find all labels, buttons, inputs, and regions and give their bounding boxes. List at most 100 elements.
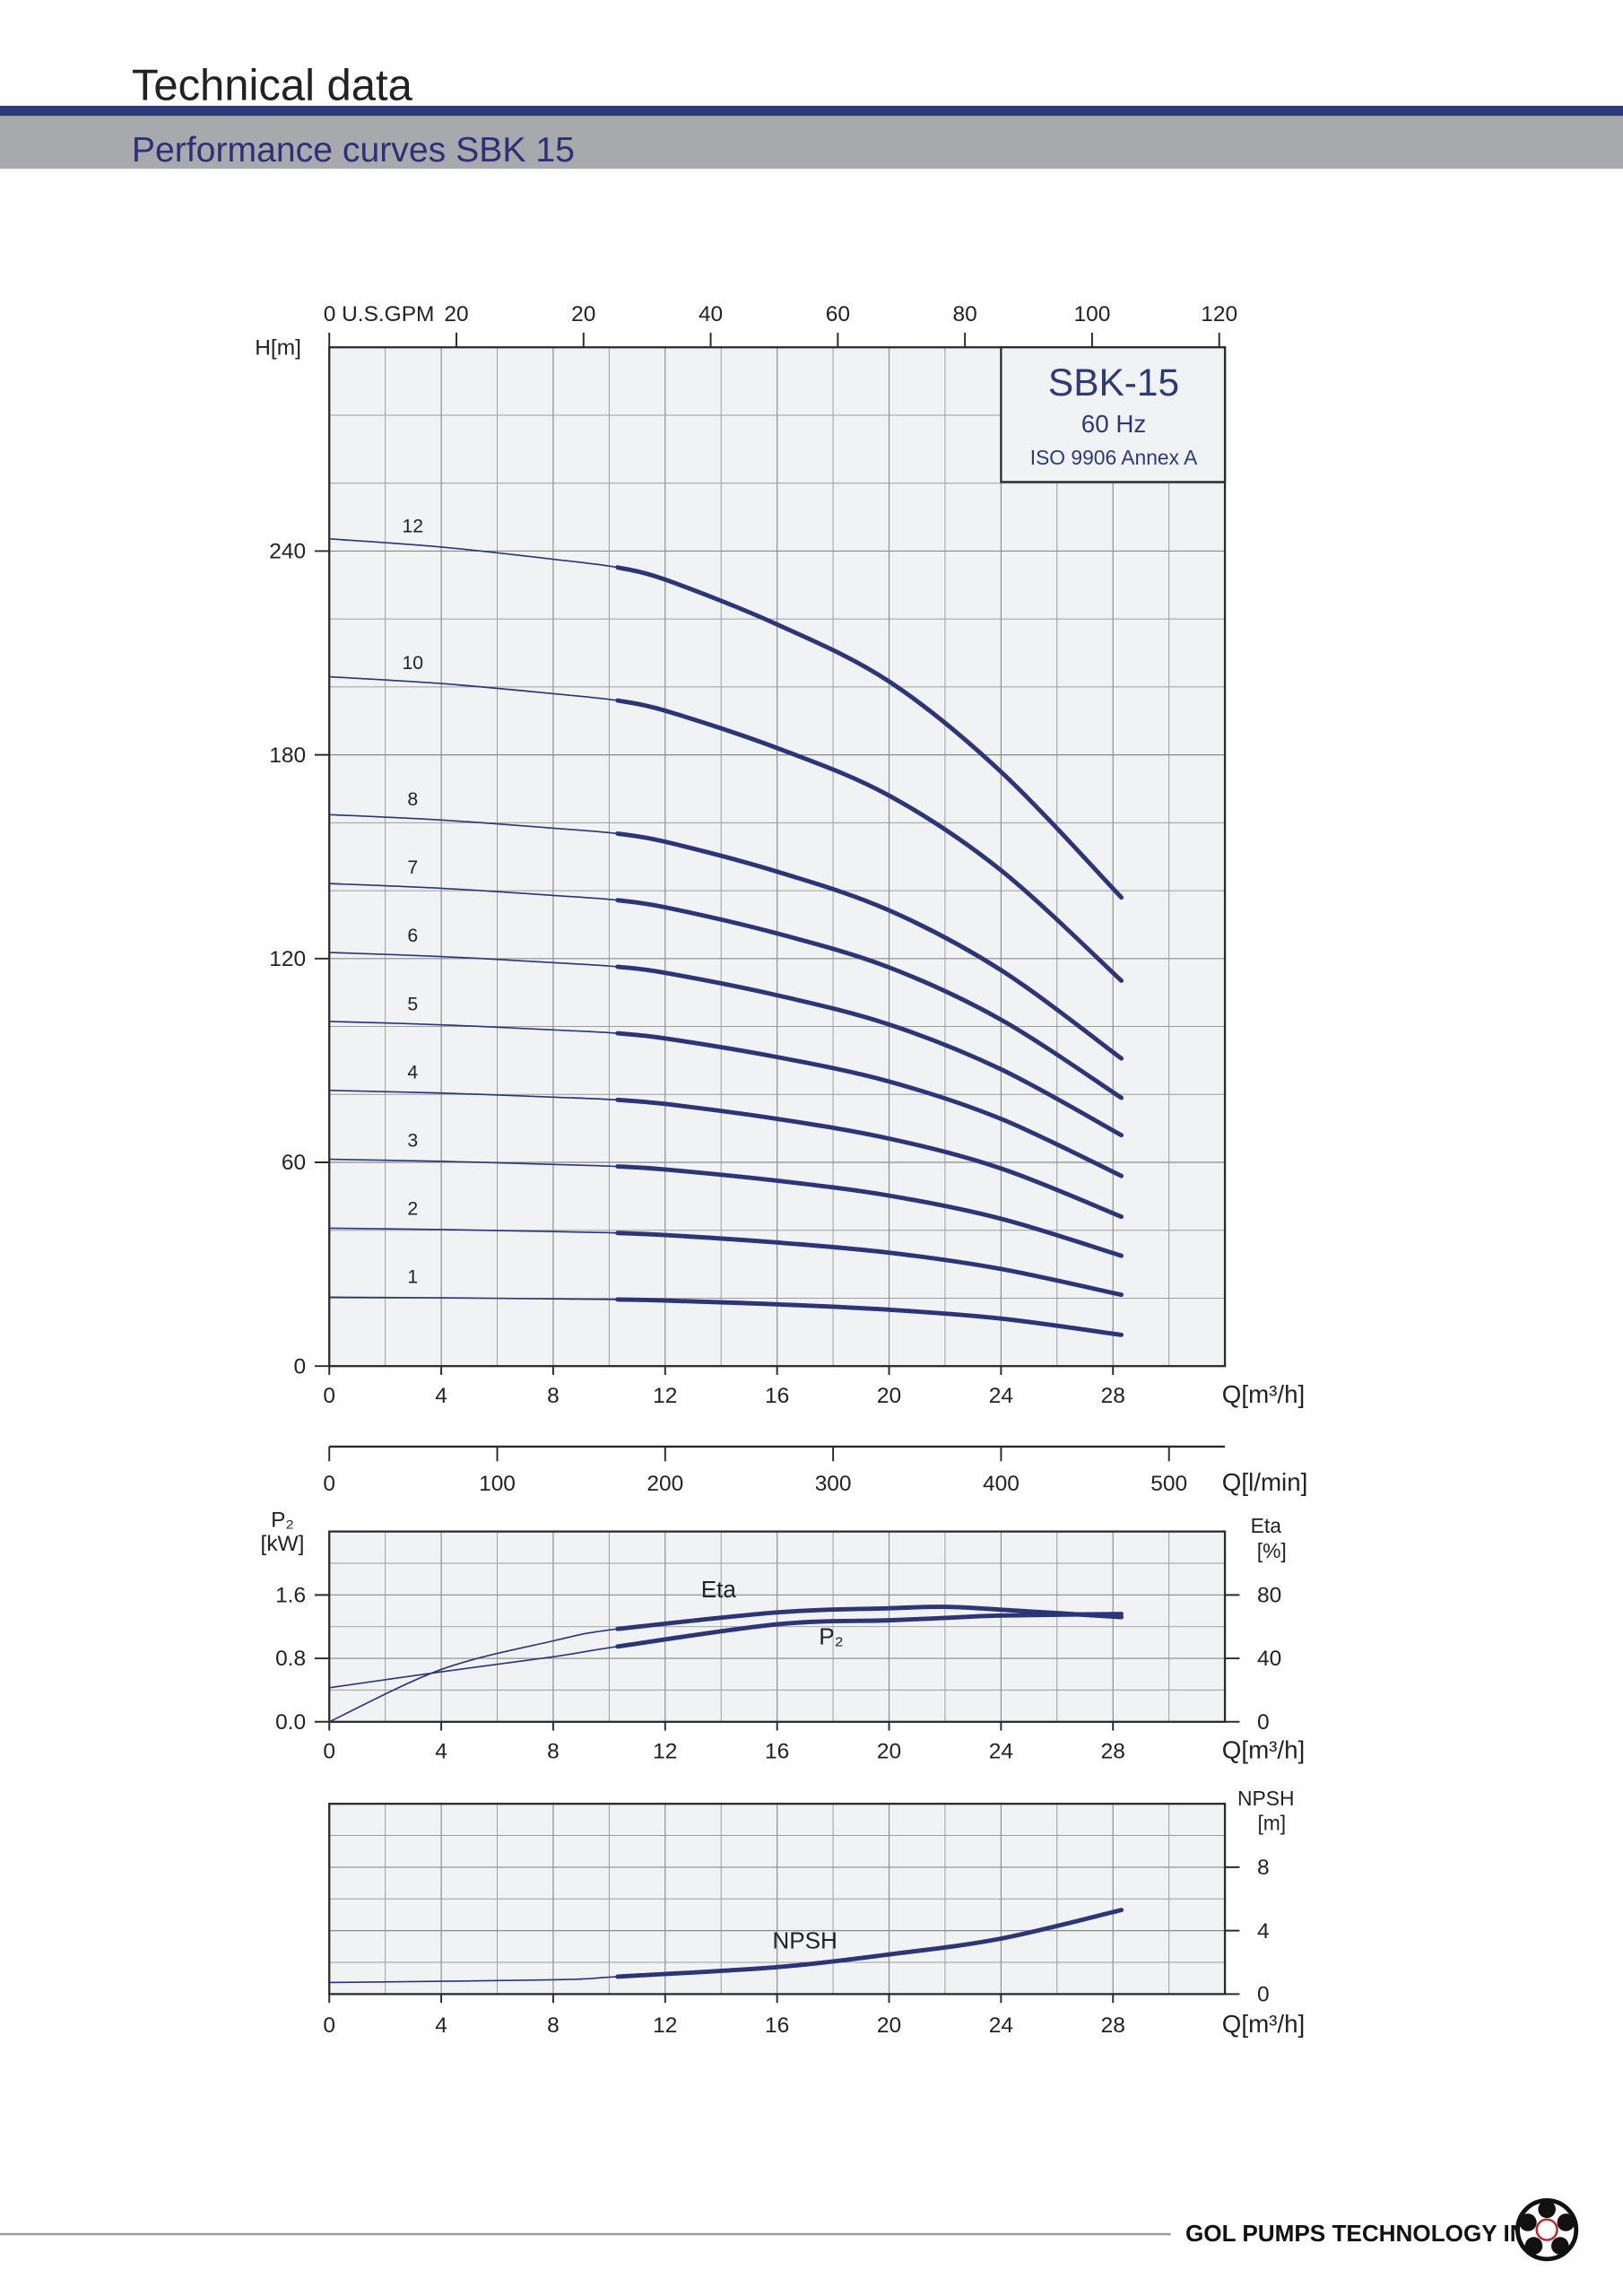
curve-label: 5 — [407, 994, 418, 1014]
x-tick-label: 0 — [323, 2013, 335, 2038]
x2-tick-label: 80 — [953, 302, 977, 326]
model-annotation: ISO 9906 Annex A — [1030, 446, 1198, 469]
curve-operating — [615, 831, 1124, 1061]
x3-tick-label: 400 — [983, 1472, 1020, 1496]
x-tick-label: 20 — [877, 1384, 901, 1408]
curve-operating — [615, 1097, 1124, 1220]
y2-tick-label: 4 — [1257, 1919, 1270, 1944]
curve-label: P₂ — [819, 1622, 844, 1649]
x3-axis-label: Q[l/min] — [1222, 1468, 1308, 1496]
model-box — [1000, 346, 1227, 483]
y-tick-label: 1.6 — [275, 1583, 306, 1607]
x-tick-label: 8 — [547, 2013, 560, 2038]
x-tick-label: 12 — [653, 1384, 677, 1408]
y2-axis-label: Eta — [1251, 1514, 1282, 1537]
curve-label: 6 — [407, 926, 418, 946]
curve-operating — [615, 698, 1124, 983]
x3-tick-label: 0 — [323, 1472, 335, 1496]
y-tick-label: 0.8 — [275, 1647, 306, 1671]
footer-company: GOL PUMPS TECHNOLOGY INC — [1185, 2220, 1544, 2247]
x-tick-label: 0 — [323, 1384, 335, 1408]
y2-tick-label: 0 — [1257, 1983, 1270, 2007]
y-tick-label: 240 — [269, 540, 306, 564]
y-tick-label: 0.0 — [275, 1710, 306, 1735]
page-subtitle: Performance curves SBK 15 — [132, 131, 575, 170]
curve-operating — [615, 964, 1124, 1138]
y-tick-label: 180 — [269, 744, 306, 768]
y2-tick-label: 80 — [1257, 1583, 1281, 1607]
y2-tick-label: 8 — [1257, 1856, 1270, 1880]
y2-axis-label: NPSH — [1237, 1787, 1294, 1810]
x-tick-label: 4 — [435, 1740, 447, 1764]
x2-tick-label: 20 — [571, 302, 595, 326]
model-annotation: SBK-15 — [1048, 361, 1179, 404]
curve-operating — [615, 1908, 1124, 1979]
curve-label: 7 — [407, 857, 418, 878]
x3-tick-label: 100 — [479, 1472, 516, 1496]
x-tick-label: 20 — [877, 2013, 901, 2038]
y2-tick-label: 40 — [1257, 1647, 1281, 1671]
y2-axis-label: [%] — [1257, 1539, 1287, 1562]
x-tick-label: 24 — [989, 1740, 1013, 1764]
x-axis-label: Q[m³/h] — [1222, 1736, 1305, 1764]
y-axis-label: [kW] — [261, 1532, 305, 1556]
x-tick-label: 28 — [1101, 2013, 1125, 2038]
curve-label: 8 — [407, 789, 418, 810]
curve-operating — [615, 1231, 1124, 1298]
x-axis-label: Q[m³/h] — [1222, 1380, 1305, 1408]
x-tick-label: 0 — [323, 1740, 335, 1764]
curve-operating — [615, 1297, 1124, 1337]
page-title: Technical data — [132, 61, 413, 109]
curve-operating — [615, 1164, 1124, 1258]
x2-tick-label: 20 — [444, 302, 468, 326]
x3-tick-label: 300 — [815, 1472, 852, 1496]
x2-tick-label: 60 — [826, 302, 850, 326]
model-annotation: 60 Hz — [1081, 410, 1146, 438]
x-axis-label: Q[m³/h] — [1222, 2010, 1305, 2038]
x3-tick-label: 500 — [1150, 1472, 1187, 1496]
x-tick-label: 24 — [989, 2013, 1013, 2038]
subtitle-band — [0, 116, 1623, 170]
y-axis-label: P₂ — [271, 1509, 294, 1533]
x-tick-label: 8 — [547, 1384, 560, 1408]
y-axis-label: H[m] — [255, 335, 301, 360]
curve-label: 12 — [402, 517, 423, 537]
curve-label: 1 — [407, 1267, 418, 1288]
curve-operating — [615, 1031, 1124, 1178]
curve-label: NPSH — [772, 1927, 838, 1954]
x3-tick-label: 200 — [647, 1472, 683, 1496]
y-tick-label: 0 — [293, 1354, 306, 1378]
x-tick-label: 20 — [877, 1740, 901, 1764]
x-tick-label: 12 — [653, 1740, 677, 1764]
curve-label: 2 — [407, 1199, 418, 1220]
y2-tick-label: 0 — [1257, 1710, 1270, 1735]
curve-operating — [615, 1612, 1124, 1649]
x2-tick-label: 40 — [699, 302, 723, 326]
x-tick-label: 16 — [765, 1740, 789, 1764]
curve-label: Eta — [701, 1576, 737, 1603]
x2-tick-label: 0 U.S.GPM — [324, 302, 435, 326]
x-tick-label: 16 — [765, 2013, 789, 2038]
company-logo — [1515, 2198, 1579, 2262]
y-tick-label: 60 — [282, 1151, 306, 1175]
x-tick-label: 16 — [765, 1384, 789, 1408]
y-tick-label: 120 — [269, 947, 306, 971]
x2-tick-label: 100 — [1073, 302, 1110, 326]
curve-operating — [615, 898, 1124, 1100]
curve-operating — [615, 1605, 1124, 1631]
title-rule — [0, 105, 1623, 117]
curve-label: 4 — [407, 1062, 418, 1083]
x-tick-label: 8 — [547, 1740, 560, 1764]
x-tick-label: 28 — [1101, 1384, 1125, 1408]
x-tick-label: 24 — [989, 1384, 1013, 1408]
curve-label: 10 — [402, 653, 423, 674]
curve-operating — [615, 565, 1124, 900]
x2-tick-label: 120 — [1201, 302, 1237, 326]
y2-axis-label: [m] — [1257, 1812, 1286, 1835]
x-tick-label: 12 — [653, 2013, 677, 2038]
x-tick-label: 28 — [1101, 1740, 1125, 1764]
curve-label: 3 — [407, 1131, 418, 1152]
x-tick-label: 4 — [435, 2013, 447, 2038]
